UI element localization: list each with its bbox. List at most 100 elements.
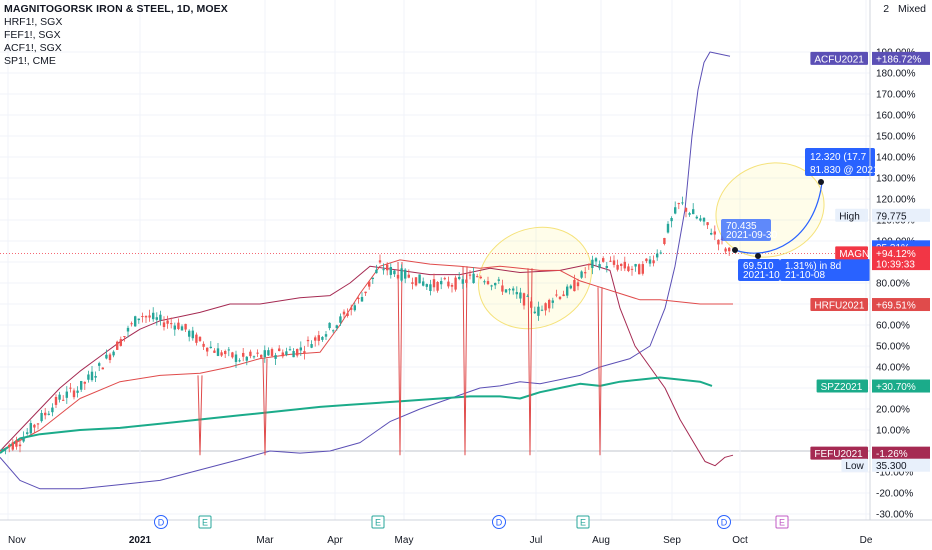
candle-body [465,280,467,283]
candle-body [699,218,701,220]
candle-body [577,282,579,286]
candle-body [667,224,669,233]
candle-body [40,413,42,421]
candle-body [483,281,485,282]
candle-body [714,231,716,234]
candle-body [152,313,154,319]
candle-body [109,354,111,360]
candle-body [652,260,654,263]
candle-body [688,213,690,215]
x-tick-label: De [860,535,873,546]
y-tick-label: 40.00% [876,363,910,374]
candle-body [163,322,165,327]
legend-main-symbol[interactable]: MAGNITOGORSK IRON & STEEL, 1D, MOEX [4,3,228,16]
price-tag-label: High [839,211,860,222]
candle-body [332,330,334,331]
candle-body [415,277,417,285]
candle-body [494,283,496,285]
candle-body [508,289,510,290]
candle-body [444,278,446,279]
candle-body [584,272,586,273]
candle-body [44,413,46,416]
y-tick-label: 160.00% [876,111,916,122]
candle-body [26,432,28,434]
curve-anchor-point[interactable] [818,179,824,185]
candle-body [454,278,456,290]
candle-body [588,264,590,265]
measure-date: 81.830 @ 2021- [810,165,882,176]
candle-body [80,381,82,390]
candle-body [202,344,204,347]
candle-body [516,292,518,294]
y-tick-label: 60.00% [876,321,910,332]
y-tick-label: 10.00% [876,426,910,437]
candle-body [1,449,3,450]
candle-body [210,347,212,348]
candle-body [141,316,143,317]
candle-body [55,397,57,405]
candle-body [188,331,190,337]
candle-body [199,337,201,341]
candle-body [174,326,176,330]
candle-body [541,310,543,311]
price-tag-value: 10:39:33 [876,260,915,271]
candle-body [220,352,222,355]
candle-body [328,323,330,328]
candle-body [285,351,287,355]
event-marker-letter: E [580,518,586,528]
candle-body [595,258,597,261]
candle-body [710,233,712,235]
candle-body [339,316,341,322]
candle-body [408,275,410,278]
candle-body [703,218,705,222]
candle-body [375,270,377,273]
scale-mode-button[interactable]: Mixed [898,3,926,15]
candle-body [534,312,536,313]
candle-body [476,276,478,277]
candle-body [544,303,546,310]
candle-body [177,323,179,329]
candle-body [728,248,730,251]
candle-body [548,300,550,308]
curve-anchor-point[interactable] [732,247,738,253]
curve-anchor-point[interactable] [755,253,761,259]
candle-body [580,271,582,277]
candle-body [307,340,309,341]
x-tick-label: 2021 [129,535,152,546]
candle-body [8,445,10,447]
candle-body [253,356,255,357]
candle-body [573,280,575,291]
candle-body [105,355,107,359]
legend-series-fef[interactable]: FEF1!, SGX [4,29,228,42]
candle-body [213,351,215,353]
y-tick-label: 80.00% [876,279,910,290]
candle-body [138,319,140,320]
candle-body [498,279,500,280]
legend-series-acf[interactable]: ACF1!, SGX [4,42,228,55]
candle-body [170,323,172,324]
y-tick-label: -30.00% [876,510,913,521]
candle-body [12,442,14,449]
candle-body [678,203,680,204]
candle-body [343,312,345,315]
candle-body [487,281,489,284]
candle-body [656,254,658,258]
candle-body [30,423,32,433]
y-tick-label: 50.00% [876,342,910,353]
candle-body [692,209,694,214]
candle-body [296,349,298,356]
legend-series-sp[interactable]: SP1!, CME [4,55,228,68]
event-marker-letter: D [496,518,503,528]
candle-body [156,317,158,320]
legend-series-hrf[interactable]: HRF1!, SGX [4,16,228,29]
x-tick-label: Nov [8,535,26,546]
candle-body [462,279,464,284]
candle-body [372,278,374,279]
y-tick-label: 180.00% [876,69,916,80]
candle-body [350,308,352,310]
candle-body [274,355,276,359]
measure-date: 2021-09-30 [726,230,778,241]
candle-body [472,274,474,283]
y-tick-label: 130.00% [876,174,916,185]
